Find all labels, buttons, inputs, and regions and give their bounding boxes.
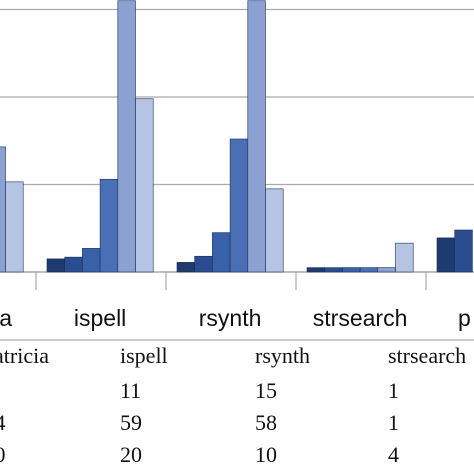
bar: [265, 188, 284, 273]
bar: [324, 267, 343, 273]
bar: [135, 98, 154, 273]
table-header: atricia: [0, 343, 49, 368]
table-cell: 1: [388, 410, 399, 435]
bar: [212, 232, 231, 273]
category-label: ispell: [74, 305, 126, 331]
table-cell: 4: [0, 410, 6, 435]
table-cell: 0: [0, 442, 6, 467]
bar: [5, 181, 24, 273]
category-label: a: [0, 305, 12, 331]
table-header: rsynth: [255, 343, 310, 368]
bar: [436, 237, 456, 273]
table-cell: 59: [120, 410, 142, 435]
bar: [82, 248, 101, 273]
table-header: ispell: [120, 343, 168, 368]
table-cell: 4: [388, 442, 399, 467]
table-header: strsearch: [388, 343, 466, 368]
bar: [176, 262, 196, 273]
table-cell: 10: [255, 442, 277, 467]
bar: [247, 0, 266, 273]
bar: [229, 138, 249, 273]
category-label: p: [458, 305, 471, 331]
bar: [359, 267, 379, 273]
bar: [99, 178, 119, 273]
table-cell: 58: [255, 410, 277, 435]
bar: [454, 229, 473, 273]
bar: [46, 258, 66, 273]
table-cell: 20: [120, 442, 142, 467]
table-cell: 15: [255, 378, 277, 403]
bar: [0, 146, 6, 273]
table-cell: 11: [120, 378, 141, 403]
category-label: rsynth: [199, 305, 262, 331]
bar: [117, 0, 136, 273]
table-cell: 1: [388, 378, 399, 403]
bar: [395, 242, 414, 273]
bar: [194, 255, 213, 273]
category-label: strsearch: [313, 305, 408, 331]
bar: [377, 267, 396, 273]
bar: [64, 256, 83, 273]
bar: [306, 267, 326, 273]
bar: [342, 267, 361, 273]
